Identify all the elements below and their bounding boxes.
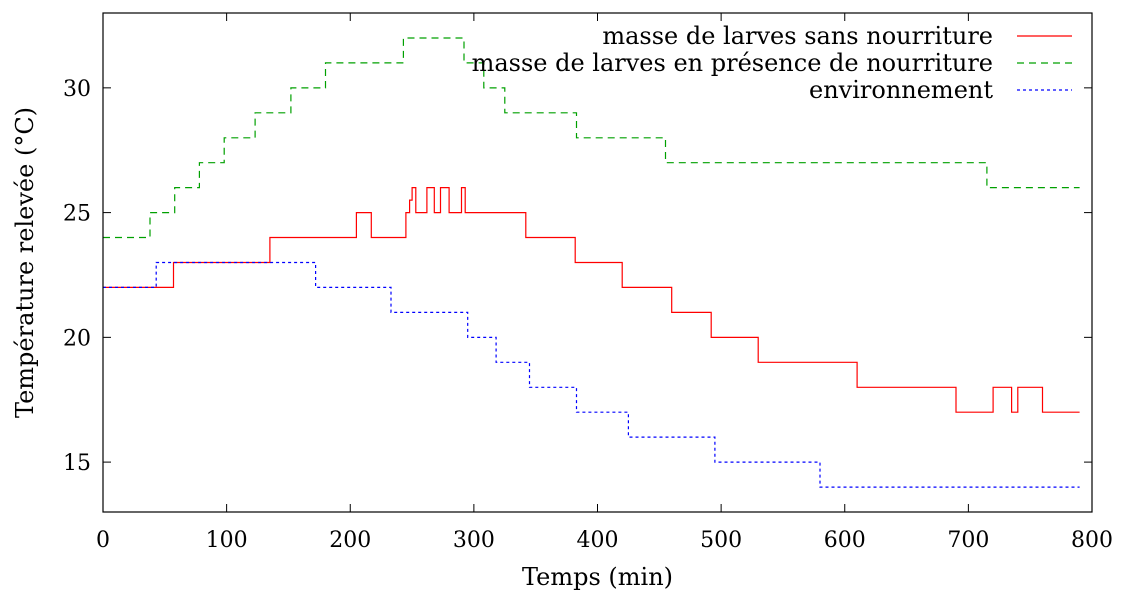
x-tick-label: 500	[700, 528, 742, 553]
series-layer	[103, 37, 1080, 488]
legend-label: environnement	[809, 76, 993, 104]
legend-label: masse de larves en présence de nourritur…	[472, 49, 993, 77]
series-line-1	[103, 187, 1080, 413]
x-tick-label: 0	[96, 528, 110, 553]
legend-label: masse de larves sans nourriture	[602, 22, 993, 50]
ticks-layer: 0 100 200 300 400 500 600 700 800 15 20 25 30	[63, 13, 1113, 553]
y-tick-label: 15	[63, 451, 91, 476]
x-axis-label: Temps (min)	[522, 563, 673, 591]
x-tick-label: 600	[824, 528, 866, 553]
y-tick-label: 30	[63, 77, 91, 102]
x-tick-label: 800	[1071, 528, 1113, 553]
x-tick-label: 200	[329, 528, 371, 553]
series-line-2	[103, 37, 1080, 239]
x-tick-label: 400	[577, 528, 619, 553]
x-tick-label: 700	[947, 528, 989, 553]
x-tick-label: 100	[206, 528, 248, 553]
x-tick-label: 300	[453, 528, 495, 553]
y-tick-label: 25	[63, 202, 91, 227]
y-tick-label: 20	[63, 326, 91, 351]
series-line-3	[103, 261, 1080, 488]
y-axis-label: Température relevée (°C)	[11, 107, 39, 418]
